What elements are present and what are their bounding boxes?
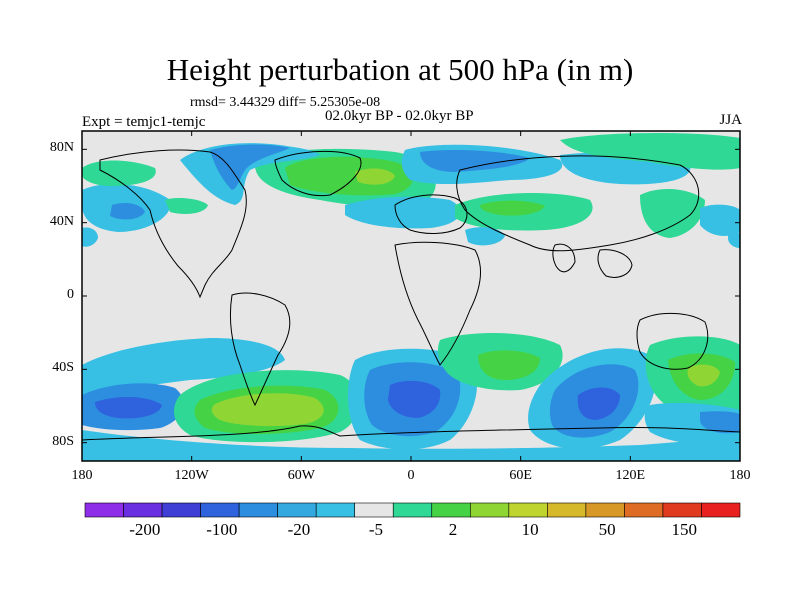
lat-label: 40S bbox=[52, 360, 74, 376]
coast-se-asia bbox=[597, 249, 633, 278]
coast-asia bbox=[456, 155, 700, 252]
lat-label: 80N bbox=[49, 140, 74, 156]
coastlines bbox=[82, 149, 740, 441]
contour-ne-green bbox=[560, 132, 740, 170]
period-label: 02.0kyr BP - 02.0kyr BP bbox=[325, 108, 474, 124]
colorbar-swatch bbox=[123, 502, 163, 518]
contour-caspian-cyan bbox=[465, 227, 505, 246]
colorbar-label: -5 bbox=[368, 520, 384, 539]
colorbar-label: -20 bbox=[287, 520, 311, 539]
colorbar-label: 50 bbox=[598, 520, 616, 539]
colorbar-swatch bbox=[624, 502, 664, 518]
colorbar-label: -200 bbox=[129, 520, 161, 539]
lat-label: 80S bbox=[52, 433, 74, 449]
contour-pac-cyan-r bbox=[700, 204, 740, 236]
contour-sp-cyan bbox=[82, 338, 285, 395]
lat-label: 40N bbox=[49, 213, 74, 229]
lon-label: 60E bbox=[509, 468, 532, 483]
lon-label: 0 bbox=[407, 468, 415, 483]
coast-europe bbox=[394, 194, 468, 234]
lon-label: 120W bbox=[174, 468, 209, 483]
coast-australia bbox=[636, 312, 709, 370]
contour-pac-green-r bbox=[640, 188, 705, 238]
colorbar-swatch bbox=[200, 502, 240, 518]
stats-text: rmsd= 3.44329 diff= 5.25305e-08 bbox=[190, 95, 381, 110]
coast-greenland bbox=[274, 151, 362, 197]
lat-label: 0 bbox=[67, 287, 74, 302]
lon-label: 180 bbox=[71, 468, 93, 483]
contour-sea-cyan bbox=[82, 227, 98, 247]
contour-spac-blue bbox=[700, 411, 740, 434]
plot-title: Height perturbation at 500 hPa (in m) bbox=[166, 52, 634, 87]
colorbar-swatch bbox=[354, 502, 394, 518]
contour-med-mid bbox=[480, 200, 545, 216]
coast-antarctica bbox=[82, 425, 740, 441]
coast-africa bbox=[394, 241, 481, 366]
colorbar-swatch bbox=[238, 502, 278, 518]
colorbar-label: 2 bbox=[448, 520, 458, 539]
lon-label: 120E bbox=[615, 468, 646, 483]
colorbar bbox=[84, 502, 741, 518]
lon-label: 60W bbox=[287, 468, 315, 483]
contour-arctic-blue bbox=[210, 144, 290, 190]
contour-sp-blue-core bbox=[95, 396, 162, 419]
colorbar-swatch bbox=[662, 502, 702, 518]
colorbar-swatch bbox=[508, 502, 548, 518]
contour-scand-blue bbox=[420, 150, 530, 172]
colorbar-swatch bbox=[84, 502, 124, 518]
colorbar-swatch bbox=[585, 502, 625, 518]
colorbar-swatch bbox=[431, 502, 471, 518]
contour-greenland-mid bbox=[285, 156, 414, 196]
colorbar-swatch bbox=[469, 502, 510, 518]
contour-e-cyan bbox=[728, 231, 740, 248]
contour-atlantic-green bbox=[165, 197, 208, 214]
contour-nw-blue bbox=[110, 202, 145, 220]
lon-label: 180 bbox=[729, 468, 751, 483]
coast-north-america bbox=[99, 149, 247, 299]
colorbar-label: 10 bbox=[521, 520, 539, 539]
colorbar-swatch bbox=[547, 502, 587, 518]
contour-ant-cyan bbox=[82, 430, 740, 461]
colorbar-swatch bbox=[315, 502, 356, 518]
contour-euro-cyan bbox=[345, 196, 461, 229]
map-ticks bbox=[81, 131, 741, 461]
colorbar-swatch bbox=[161, 502, 201, 518]
colorbar-swatch bbox=[701, 502, 741, 518]
colorbar-swatch bbox=[277, 502, 317, 518]
contour-satl-core bbox=[388, 380, 441, 418]
coast-south-america bbox=[229, 292, 291, 407]
contour-sam-high bbox=[211, 393, 324, 427]
colorbar-label: -100 bbox=[206, 520, 238, 539]
coast-india bbox=[552, 243, 576, 273]
contour-nz-high bbox=[687, 364, 720, 387]
contour-sind-mid bbox=[478, 350, 540, 380]
colorbar-swatch bbox=[392, 502, 433, 518]
colorbar-label: 150 bbox=[671, 520, 697, 539]
contour-sio-core bbox=[577, 387, 620, 420]
experiment-label: Expt = temjc1-temjc bbox=[82, 114, 206, 130]
contour-greenland-high bbox=[355, 168, 395, 185]
season-label: JJA bbox=[719, 112, 742, 128]
